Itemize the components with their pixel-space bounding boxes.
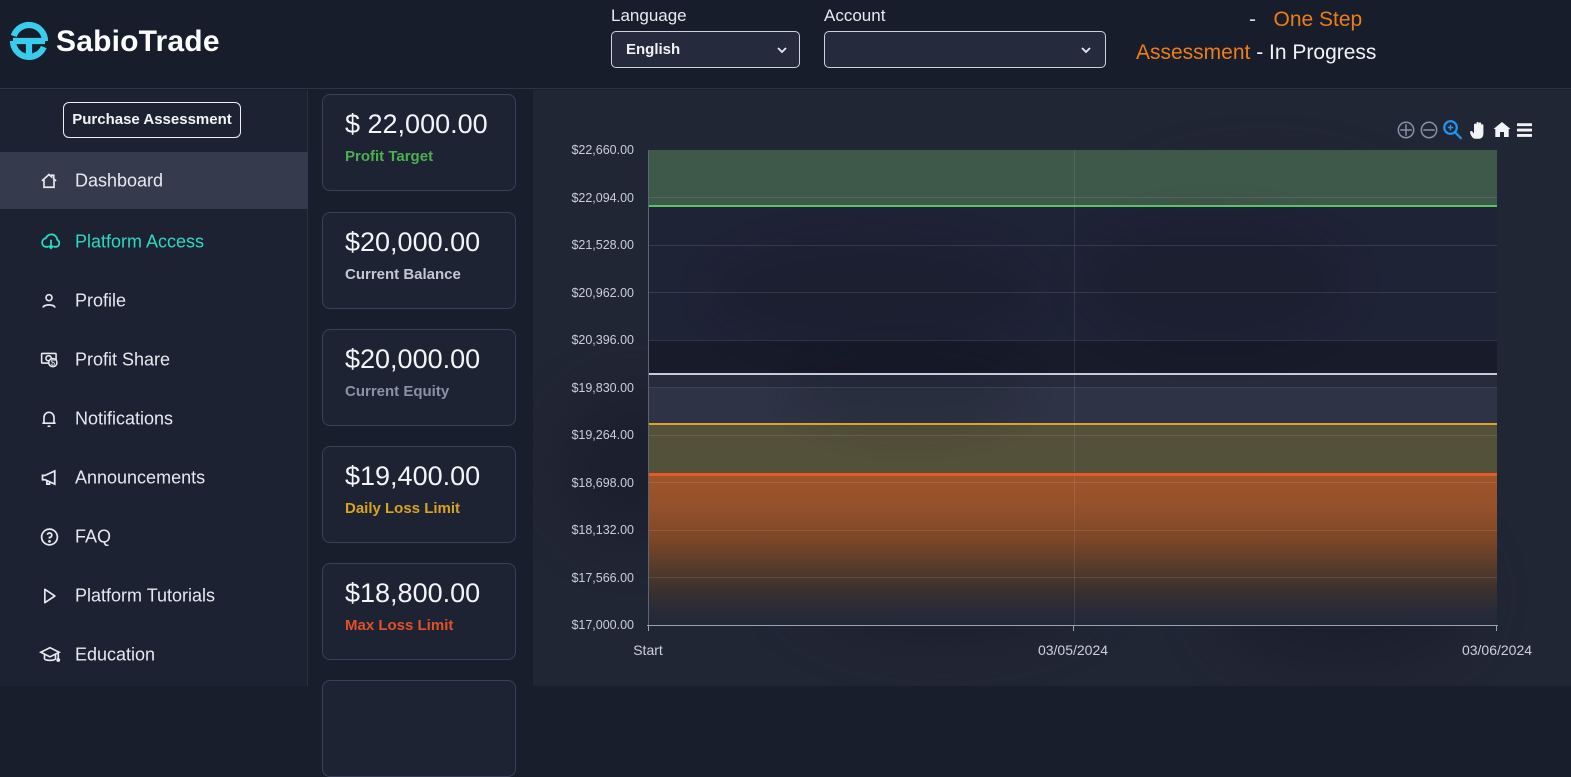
svg-text:$: $ — [51, 358, 56, 367]
